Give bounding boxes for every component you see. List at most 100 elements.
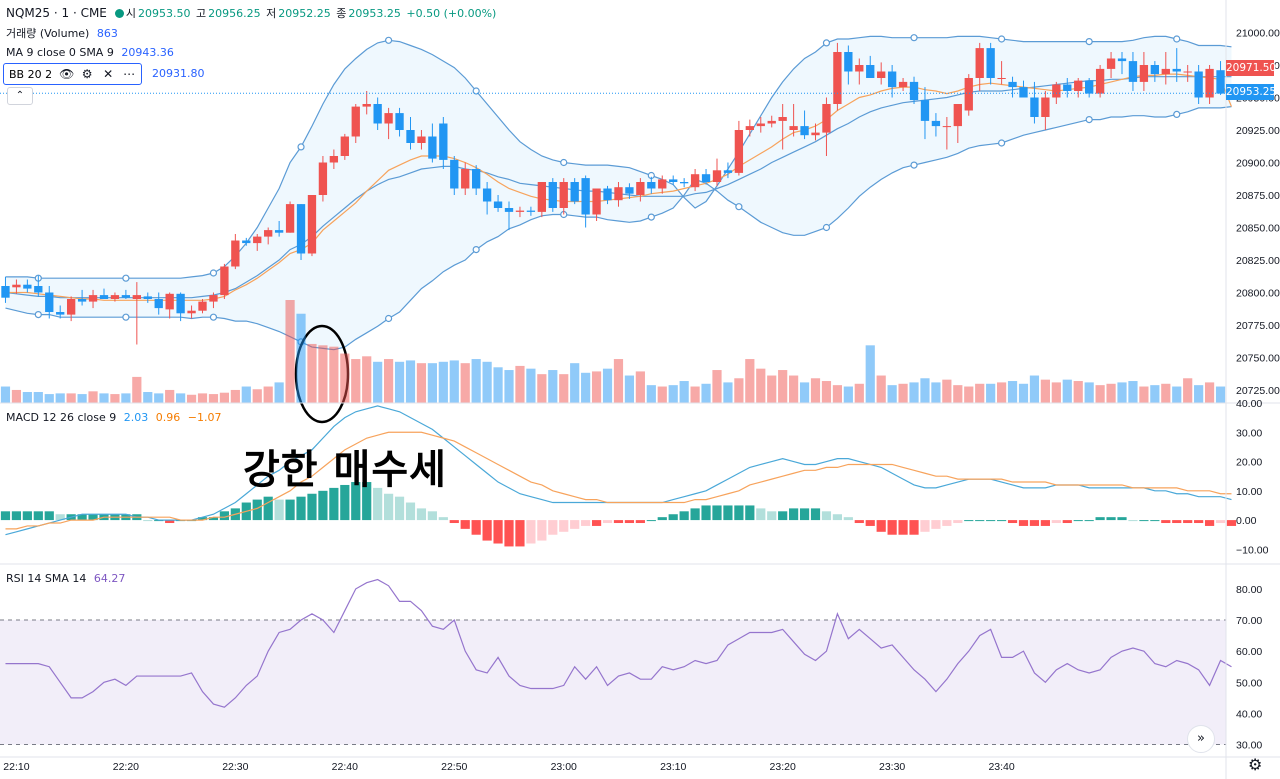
volume-bar bbox=[712, 370, 722, 403]
volume-bar bbox=[821, 381, 832, 403]
close-icon[interactable]: ✕ bbox=[103, 67, 114, 81]
macd-histogram-bar bbox=[854, 520, 864, 524]
volume-bar bbox=[208, 394, 219, 403]
candle-body bbox=[942, 126, 952, 128]
candle-body bbox=[712, 170, 722, 182]
candle-body bbox=[767, 120, 776, 124]
volume-bar bbox=[778, 370, 788, 403]
more-icon[interactable]: ⋯ bbox=[123, 67, 136, 81]
bollinger-lower-band bbox=[5, 106, 1232, 351]
volume-bar bbox=[1215, 386, 1226, 403]
macd-histogram-bar bbox=[351, 482, 361, 521]
double-chevron-right-icon[interactable]: » bbox=[1187, 725, 1215, 753]
macd-value-2: 0.96 bbox=[155, 411, 181, 424]
change-value: +0.50 (+0.00%) bbox=[406, 7, 497, 20]
rsi-label: RSI 14 SMA 14 bbox=[6, 572, 87, 585]
volume-bar bbox=[460, 363, 470, 403]
volume-bar bbox=[394, 361, 405, 403]
candle-body bbox=[12, 284, 21, 288]
symbol-name[interactable]: NQM25 · 1 · CME bbox=[6, 6, 107, 20]
time-axis-label: 22:20 bbox=[113, 761, 139, 773]
volume-bar bbox=[416, 363, 427, 403]
volume-bar bbox=[318, 345, 328, 403]
volume-bar bbox=[1161, 383, 1171, 403]
macd-histogram-bar bbox=[55, 514, 65, 521]
macd-histogram-bar bbox=[1007, 520, 1018, 524]
candle-body bbox=[953, 104, 962, 127]
volume-bar bbox=[1128, 381, 1138, 403]
candle-body bbox=[231, 240, 240, 267]
high-value: 20956.25 bbox=[208, 7, 261, 20]
close-label: 종 bbox=[336, 7, 347, 20]
volume-bar bbox=[581, 372, 591, 403]
bb-legend[interactable]: BB 20 2 👁 ⚙ ✕ ⋯ bbox=[3, 63, 143, 85]
macd-histogram-bar bbox=[657, 517, 667, 521]
macd-histogram-bar bbox=[285, 499, 295, 521]
ma-value: 20943.36 bbox=[121, 46, 174, 59]
bb-marker bbox=[384, 36, 393, 44]
bb-marker bbox=[384, 314, 393, 323]
bb-marker bbox=[647, 213, 655, 221]
macd-histogram-bar bbox=[307, 493, 317, 521]
candle-body bbox=[165, 293, 174, 310]
candle-body bbox=[99, 295, 109, 299]
candle-body bbox=[340, 136, 349, 156]
volume-bar bbox=[810, 378, 821, 403]
candle-body bbox=[822, 104, 831, 133]
macd-histogram-bar bbox=[646, 520, 656, 522]
candle-body bbox=[373, 104, 382, 124]
bollinger-upper-band bbox=[5, 35, 1232, 279]
bb-marker bbox=[122, 274, 130, 282]
macd-histogram-bar bbox=[44, 511, 54, 521]
annotation-text: 강한 매수세 bbox=[243, 447, 447, 493]
macd-histogram-bar bbox=[799, 508, 810, 521]
bb-marker bbox=[910, 161, 918, 169]
volume-bar bbox=[1073, 381, 1083, 403]
candle-body bbox=[504, 208, 514, 212]
macd-histogram-bar bbox=[252, 499, 262, 521]
volume-bar bbox=[88, 391, 98, 403]
volume-bar bbox=[197, 393, 208, 403]
candle-body bbox=[669, 179, 678, 182]
macd-legend[interactable]: MACD 12 26 close 9 2.03 0.96 −1.07 bbox=[6, 411, 222, 424]
macd-histogram-bar bbox=[537, 520, 547, 541]
volume-bar bbox=[296, 313, 306, 403]
volume-bar bbox=[799, 382, 810, 403]
volume-bar bbox=[701, 383, 711, 403]
macd-histogram-bar bbox=[778, 511, 788, 521]
macd-histogram-bar bbox=[548, 520, 558, 535]
macd-histogram-bar bbox=[449, 520, 459, 524]
volume-bar bbox=[11, 389, 22, 403]
macd-histogram-bar bbox=[1062, 520, 1072, 524]
macd-histogram-bar bbox=[1084, 520, 1094, 522]
macd-histogram-bar bbox=[997, 520, 1007, 522]
volume-bar bbox=[22, 392, 32, 403]
volume-bar bbox=[1172, 386, 1182, 403]
candle-body bbox=[833, 52, 842, 104]
candle-body bbox=[154, 299, 163, 309]
volume-bar bbox=[909, 382, 919, 403]
candle-body bbox=[362, 104, 371, 107]
ma-label: MA 9 close 0 SMA 9 bbox=[6, 46, 114, 59]
candle-body bbox=[877, 71, 886, 78]
candle-body bbox=[264, 230, 273, 237]
eye-icon[interactable]: 👁 bbox=[59, 67, 75, 81]
gear-icon[interactable]: ⚙ bbox=[81, 67, 93, 81]
ma-legend[interactable]: MA 9 close 0 SMA 9 20943.36 bbox=[6, 46, 174, 59]
chevron-up-icon[interactable]: ⌃ bbox=[7, 87, 33, 105]
candle-body bbox=[406, 130, 415, 143]
volume-bar bbox=[1183, 378, 1193, 403]
time-axis-label: 23:40 bbox=[988, 761, 1014, 773]
price-axis-label: 20825.00 bbox=[1236, 255, 1280, 267]
volume-bar bbox=[1139, 386, 1149, 403]
volume-legend[interactable]: 거래량 (Volume) 863 bbox=[6, 25, 118, 41]
time-axis-label: 23:10 bbox=[660, 761, 686, 773]
rsi-legend[interactable]: RSI 14 SMA 14 64.27 bbox=[6, 572, 125, 585]
macd-histogram-bar bbox=[1161, 520, 1171, 524]
volume-bar bbox=[1095, 385, 1105, 403]
settings-icon[interactable]: ⚙ bbox=[1248, 755, 1263, 774]
macd-histogram-bar bbox=[1183, 520, 1193, 524]
candle-body bbox=[986, 48, 995, 78]
candle-body bbox=[1063, 84, 1072, 91]
